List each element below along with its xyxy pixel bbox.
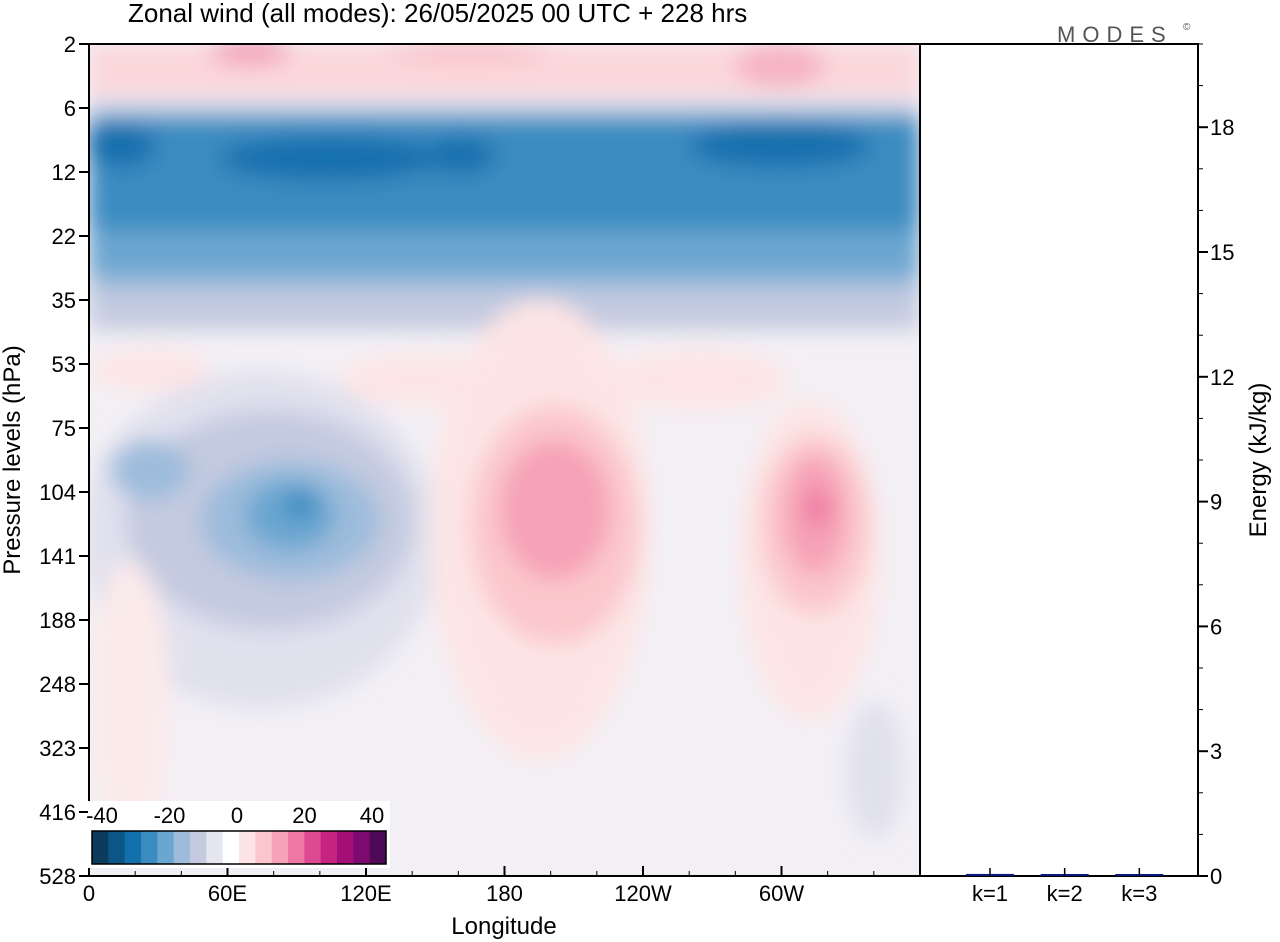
easterly-region-west <box>110 440 190 500</box>
heatmap-panel: 0 60E 120E 180 120W 60W 2 6 12 22 35 53 75 104 141 188… <box>0 32 921 940</box>
colorbar-swatch <box>124 831 142 864</box>
colorbar-swatch <box>173 831 191 864</box>
y-tick-label: 2 <box>64 32 76 57</box>
y-tick-label: 188 <box>39 608 76 633</box>
energy-category-label: k=2 <box>1047 881 1083 906</box>
x-tick-label: 120W <box>614 881 672 906</box>
y-tick-label: 6 <box>64 96 76 121</box>
energy-axis-label: Energy (kJ/kg) <box>1245 383 1272 538</box>
colorbar-swatch <box>288 831 305 864</box>
energy-axis-ticks: 0 3 6 9 12 15 18 <box>1198 43 1234 889</box>
energy-tick-label: 0 <box>1210 864 1222 889</box>
colorbar-tick-label: -20 <box>154 803 186 828</box>
energy-frame <box>919 43 1199 877</box>
colorbar-swatch <box>369 831 387 864</box>
energy-tick-label: 3 <box>1210 739 1222 764</box>
x-tick-label: 0 <box>83 881 95 906</box>
colorbar-tick-label: -40 <box>86 803 118 828</box>
energy-tick-label: 18 <box>1210 115 1234 140</box>
modes-logo-mark: © <box>1183 22 1191 33</box>
colorbar-swatch <box>271 831 289 864</box>
easterly-core-west <box>89 123 155 167</box>
y-tick-label: 323 <box>39 736 76 761</box>
y-tick-label: 416 <box>39 800 76 825</box>
colorbar-swatch <box>255 831 273 864</box>
x-axis-label: Longitude <box>451 913 556 940</box>
colorbar-tick-label: 0 <box>231 803 243 828</box>
y-axis-label: Pressure levels (hPa) <box>0 345 26 574</box>
energy-bars: k=1 k=2 k=3 <box>966 868 1164 906</box>
energy-tick-label: 12 <box>1210 365 1234 390</box>
y-tick-label: 53 <box>52 352 76 377</box>
colorbar-swatch <box>206 831 224 864</box>
faint-easterly-1 <box>845 700 905 840</box>
x-tick-label: 60E <box>208 881 247 906</box>
y-tick-label: 141 <box>39 544 76 569</box>
energy-tick-label: 9 <box>1210 490 1222 515</box>
heatmap-field <box>89 44 920 840</box>
westerly-top-patch-3 <box>390 44 550 64</box>
westerly-top-patch-2 <box>735 44 825 87</box>
energy-category-label: k=1 <box>972 881 1008 906</box>
easterly-core-east <box>690 123 870 167</box>
energy-panel: 0 3 6 9 12 15 18 k=1 k=2 k=3 Energy (kJ/kg) <box>919 43 1272 906</box>
colorbar-swatch <box>337 831 354 864</box>
y-axis-ticks: 2 6 12 22 35 53 75 104 141 188 248 323 416 528 <box>39 32 89 889</box>
easterly-core-date-line <box>425 137 495 173</box>
heatmap-contours <box>89 44 920 840</box>
modes-logo: MODES © <box>1057 22 1191 47</box>
faint-westerly-4 <box>90 560 170 840</box>
westerly-east-max <box>806 488 830 528</box>
colorbar-swatch <box>222 831 240 864</box>
x-axis-ticks: 0 60E 120E 180 120W 60W <box>83 866 921 906</box>
y-tick-label: 22 <box>52 224 76 249</box>
faint-westerly-3 <box>610 350 790 410</box>
faint-westerly-1 <box>90 350 210 390</box>
y-tick-label: 248 <box>39 672 76 697</box>
x-tick-label: 120E <box>340 881 391 906</box>
x-tick-label: 180 <box>486 881 523 906</box>
energy-tick-label: 6 <box>1210 614 1222 639</box>
colorbar-swatch <box>353 831 371 864</box>
colorbar-frame <box>91 830 387 865</box>
y-tick-label: 104 <box>39 480 76 505</box>
westerly-top-patch-1 <box>210 44 290 66</box>
colorbar-swatch <box>92 831 109 864</box>
colorbar-swatch <box>304 831 322 864</box>
chart-title: Zonal wind (all modes): 26/05/2025 00 UT… <box>128 0 747 28</box>
x-tick-label: 60W <box>759 881 804 906</box>
colorbar-swatch <box>320 831 338 864</box>
colorbar: -40 -20 0 20 40 <box>86 801 390 868</box>
westerly-region-core <box>500 440 610 580</box>
colorbar-swatch <box>108 831 126 864</box>
y-tick-label: 35 <box>52 288 76 313</box>
colorbar-swatch <box>190 831 207 864</box>
easterly-region-max <box>284 491 316 519</box>
faint-westerly-2 <box>340 355 500 405</box>
y-tick-label: 528 <box>39 864 76 889</box>
energy-category-label: k=3 <box>1121 881 1157 906</box>
easterly-core-central <box>220 136 440 180</box>
y-tick-label: 75 <box>52 416 76 441</box>
colorbar-swatch <box>239 831 256 864</box>
colorbar-tick-label: 40 <box>360 803 384 828</box>
y-tick-label: 12 <box>52 160 76 185</box>
colorbar-swatch <box>141 831 158 864</box>
energy-tick-label: 15 <box>1210 240 1234 265</box>
modes-logo-text: MODES <box>1057 22 1173 47</box>
colorbar-tick-label: 20 <box>292 803 316 828</box>
colorbar-swatch <box>157 831 175 864</box>
